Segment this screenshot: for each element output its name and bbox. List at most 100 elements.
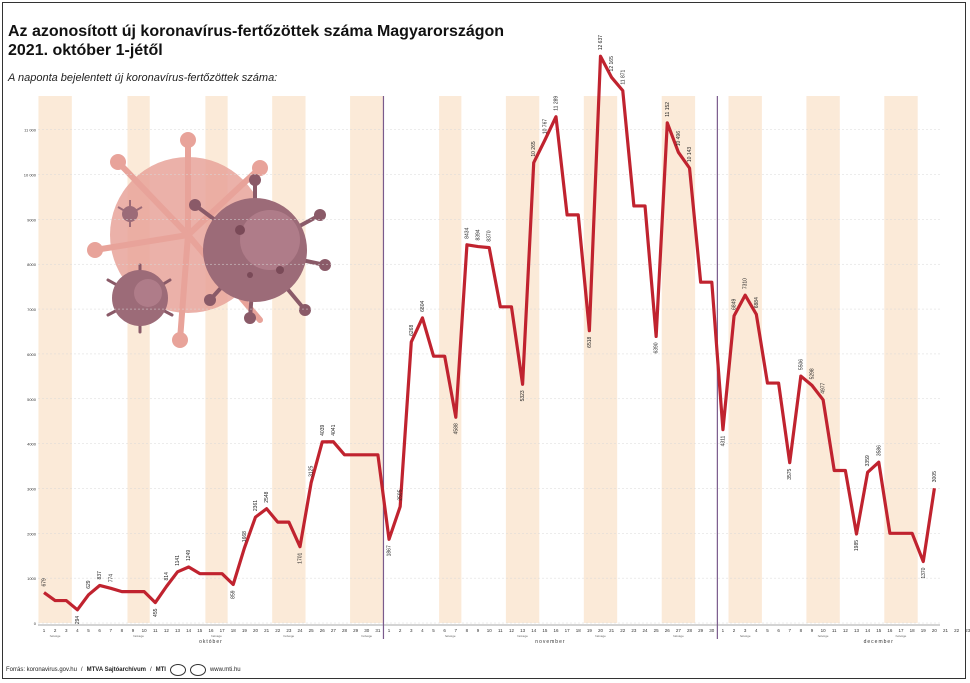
x-tick-label: 2 [733, 628, 736, 633]
x-tick-label: 3 [410, 628, 413, 633]
weekend-label: hétvége [673, 634, 684, 638]
x-tick-label: 10 [821, 628, 827, 633]
x-tick-label: 8 [121, 628, 124, 633]
weekend-label: hétvége [211, 634, 222, 638]
data-label: 4311 [720, 435, 726, 446]
x-tick-label: 3 [65, 628, 68, 633]
weekend-label: hétvége [595, 634, 606, 638]
y-tick-label: 9000 [27, 217, 37, 222]
weekend-band [728, 96, 762, 623]
x-tick-label: 1 [43, 628, 46, 633]
x-tick-label: 11 [498, 628, 503, 633]
x-tick-label: 19 [242, 628, 248, 633]
grid: 0 1000 2000 3000 4000 5000 6000 7000 8000 9000 10 … [24, 128, 940, 626]
data-label: 10 265 [531, 141, 537, 157]
x-tick-label: 25 [654, 628, 660, 633]
data-label: 1701 [297, 552, 303, 563]
x-tick-label: 11 [153, 628, 158, 633]
data-label: 6268 [409, 325, 415, 336]
x-tick-label: 12 [843, 628, 849, 633]
y-tick-label: 1000 [27, 576, 37, 581]
x-tick-label: 6 [777, 628, 780, 633]
x-tick-label: 20 [253, 628, 259, 633]
x-tick-label: 18 [910, 628, 916, 633]
x-tick-label: 17 [565, 628, 571, 633]
data-label: 629 [86, 580, 92, 589]
x-tick-label: 4 [755, 628, 758, 633]
x-tick-label: 2 [54, 628, 57, 633]
x-tick-label: 16 [553, 628, 559, 633]
x-tick-label: 4 [421, 628, 424, 633]
x-tick-label: 2 [399, 628, 402, 633]
weekend-band [439, 96, 462, 623]
chart-subtitle: A naponta bejelentett új koronavírus-fer… [8, 72, 278, 84]
weekend-label: hétvége [740, 634, 751, 638]
x-tick-label: 22 [275, 628, 281, 633]
data-label: 6518 [587, 336, 593, 347]
data-label: 1985 [854, 540, 860, 551]
weekend-bands [38, 96, 918, 623]
series-line-path [43, 54, 936, 612]
data-label: 1370 [921, 567, 927, 578]
x-tick-label: 21 [943, 628, 949, 633]
x-tick-label: 5 [87, 628, 90, 633]
month-label: október [199, 639, 223, 645]
x-tick-label: 7 [455, 628, 458, 633]
data-label: 679 [42, 578, 48, 587]
data-label: 3359 [865, 455, 871, 466]
virus-tiny-icon [117, 200, 143, 227]
x-tick-label: 7 [788, 628, 791, 633]
x-tick-label: 9 [477, 628, 480, 633]
weekend-label: hétvége [818, 634, 829, 638]
y-tick-label: 10 000 [24, 173, 37, 178]
data-label: 774 [108, 574, 114, 583]
x-tick-label: 12 [509, 628, 515, 633]
x-tick-label: 1 [722, 628, 725, 633]
data-label: 5298 [809, 368, 815, 379]
y-tick-label: 11 000 [24, 128, 37, 133]
x-tick-label: 7 [110, 628, 113, 633]
weekend-label: hétvége [445, 634, 456, 638]
data-label: 6390 [654, 342, 660, 353]
data-label: 859 [231, 590, 237, 599]
x-tick-label: 30 [364, 628, 370, 633]
x-tick-label: 27 [676, 628, 682, 633]
x-tick-label: 10 [142, 628, 148, 633]
y-tick-label: 5000 [27, 397, 37, 402]
x-tick-label: 14 [531, 628, 537, 633]
data-label: 3586 [876, 445, 882, 456]
data-label: 294 [75, 616, 81, 625]
x-tick-label: 28 [687, 628, 693, 633]
data-label: 814 [164, 572, 170, 581]
x-tick-label: 11 [832, 628, 837, 633]
weekend-label: hétvége [896, 634, 907, 638]
data-label: 5323 [520, 390, 526, 401]
data-label: 11 152 [665, 102, 671, 117]
x-tick-label: 15 [197, 628, 203, 633]
x-tick-label: 31 [375, 628, 381, 633]
data-label: 8370 [487, 230, 493, 241]
x-tick-label: 17 [220, 628, 226, 633]
month-label: november [535, 639, 565, 645]
x-tick-label: 22 [954, 628, 960, 633]
data-label: 2548 [264, 491, 270, 502]
x-tick-label: 9 [811, 628, 814, 633]
virus-illustration [87, 132, 331, 348]
x-tick-label: 23 [631, 628, 637, 633]
weekend-label: hétvége [50, 634, 61, 638]
data-label: 8394 [476, 229, 482, 240]
data-label: 6804 [420, 301, 426, 312]
x-tick-label: 23 [965, 628, 970, 633]
x-tick-label: 23 [286, 628, 292, 633]
data-label: 3005 [932, 471, 938, 482]
x-tick-label: 8 [800, 628, 803, 633]
x-tick-label: 5 [432, 628, 435, 633]
weekend-band [884, 96, 918, 623]
weekend-band [38, 96, 72, 623]
x-tick-label: 9 [132, 628, 135, 633]
x-tick-label: 29 [353, 628, 359, 633]
data-label: 3125 [309, 466, 315, 477]
data-label: 2595 [398, 489, 404, 500]
data-label: 4977 [821, 382, 827, 393]
